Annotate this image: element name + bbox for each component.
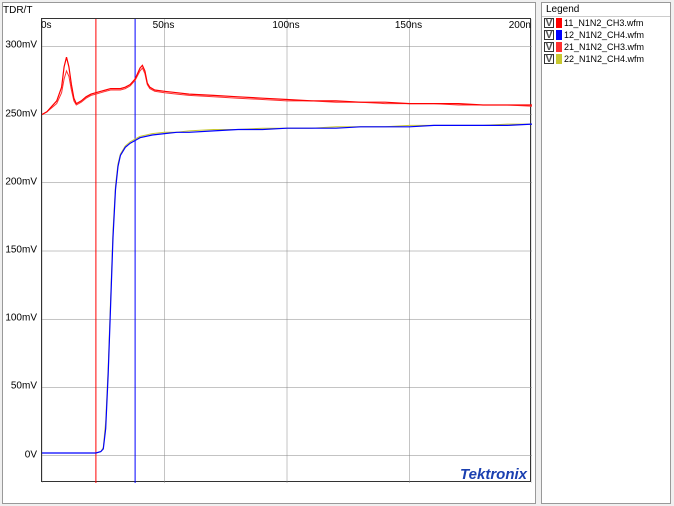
x-tick-label: 100ns	[272, 20, 299, 31]
legend-color-swatch	[556, 54, 562, 64]
chart-title: TDR/T	[3, 5, 32, 16]
y-tick-label: 150mV	[5, 245, 37, 256]
x-tick-label: 50ns	[153, 20, 175, 31]
y-tick-label: 100mV	[5, 313, 37, 324]
x-tick-label: 150ns	[395, 20, 422, 31]
legend-panel: Legend V11_N1N2_CH3.wfmV12_N1N2_CH4.wfmV…	[541, 2, 671, 504]
legend-type-icon: V	[544, 18, 554, 28]
legend-color-swatch	[556, 30, 562, 40]
y-tick-label: 0V	[25, 449, 37, 460]
legend-body: V 11_N1N2_CH3.wfm V 12_N1N2_CH4.wfm V 21_N1N2…	[542, 17, 670, 65]
legend-label: 21_N1N2_CH3.wfm	[564, 41, 644, 53]
legend-label: 22_N1N2_CH4.wfm	[564, 53, 644, 65]
x-tick-label: 200n	[509, 20, 531, 31]
legend-type-icon: V	[544, 42, 554, 52]
legend-title: Legend	[542, 3, 670, 17]
legend-color-swatch	[556, 42, 562, 52]
legend-item[interactable]: V 22_N1N2_CH4.wfm	[542, 53, 670, 65]
y-tick-label: 250mV	[5, 108, 37, 119]
x-tick-label: 0s	[41, 20, 52, 31]
plot-area[interactable]	[41, 18, 531, 482]
legend-type-icon: V	[544, 30, 554, 40]
brand-label: Tektronix	[460, 466, 527, 483]
y-tick-label: 200mV	[5, 176, 37, 187]
legend-type-icon: V	[544, 54, 554, 64]
chart-panel: TDR/T 0V 50mV 100mV 150mV 200mV 250mV 300mV 0s…	[2, 2, 536, 504]
legend-color-swatch	[556, 18, 562, 28]
y-tick-label: 50mV	[11, 381, 37, 392]
legend-label: 11_N1N2_CH3.wfm	[564, 17, 643, 29]
legend-label: 12_N1N2_CH4.wfm	[564, 29, 644, 41]
plot-svg	[42, 19, 532, 483]
legend-item[interactable]: V 21_N1N2_CH3.wfm	[542, 41, 670, 53]
legend-item[interactable]: V 12_N1N2_CH4.wfm	[542, 29, 670, 41]
legend-item[interactable]: V 11_N1N2_CH3.wfm	[542, 17, 670, 29]
y-tick-label: 300mV	[5, 40, 37, 51]
